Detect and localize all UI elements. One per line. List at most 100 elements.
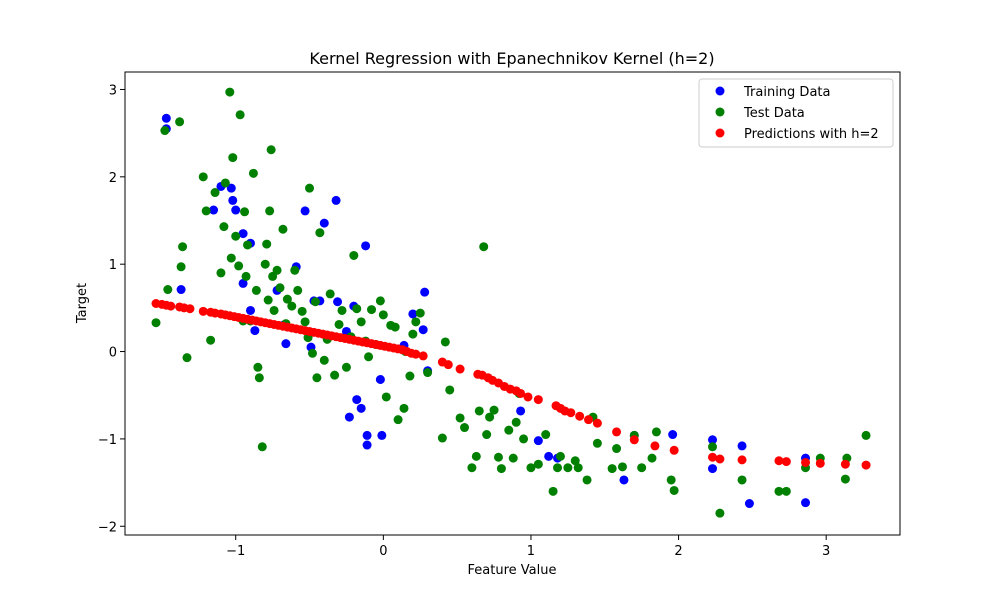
series-2 [151,299,871,470]
data-point [269,305,279,315]
chart-title: Kernel Regression with Epanechnikov Kern… [309,49,714,68]
data-point [516,388,526,398]
data-point [160,126,170,136]
data-point [511,417,521,427]
data-point [570,456,580,466]
data-point [220,178,230,188]
data-point [278,224,288,234]
data-point [541,430,551,440]
x-tick-label: 0 [379,544,387,559]
data-point [840,474,850,484]
data-point [861,460,871,470]
legend-box [698,78,894,148]
data-point [352,395,362,405]
data-point [519,434,529,444]
data-point [774,486,784,496]
data-point [715,508,725,518]
data-point [228,153,238,163]
data-point [151,318,161,328]
data-point [364,352,374,362]
data-point [708,435,718,445]
data-point [415,308,425,318]
data-point [669,485,679,495]
legend-label: Test Data [743,106,805,121]
data-point [650,441,660,451]
data-point [282,294,292,304]
data-point [356,403,366,413]
x-tick-label: 3 [822,544,830,559]
data-point [651,427,661,437]
data-point [390,322,400,332]
data-point [781,457,791,467]
data-point [533,459,543,469]
data-point [375,296,385,306]
data-point [861,430,871,440]
y-axis: −2 −1 0 1 2 3 [98,83,125,535]
data-point [516,406,526,416]
data-point [175,117,185,127]
data-point [708,442,718,452]
data-point [418,325,428,335]
data-point [250,326,260,336]
y-tick-label: 0 [109,346,117,361]
data-point [234,261,244,271]
data-point [815,458,825,468]
data-point [504,425,514,435]
data-point [260,259,270,269]
data-point [482,430,492,440]
data-point [455,413,465,423]
data-point [297,306,307,316]
data-point [185,304,195,314]
data-point [238,278,248,288]
data-point [408,329,418,339]
data-point [290,265,300,275]
data-point [408,309,418,319]
data-point [319,218,329,228]
data-point [216,268,226,278]
data-point [467,463,477,473]
data-point [801,457,811,467]
data-point [612,444,622,454]
data-point [526,463,536,473]
data-point [493,452,503,462]
data-point [243,240,253,250]
data-point [262,239,272,249]
data-point [241,271,251,281]
data-point [573,463,583,473]
data-point [341,362,351,372]
data-point [437,433,447,443]
data-point [182,353,192,363]
data-point [334,319,344,329]
data-point [801,498,811,508]
data-point [555,451,565,461]
x-axis-label: Feature Value [468,563,557,578]
data-point [361,241,371,251]
data-point [471,451,481,461]
data-point [612,427,622,437]
data-point [248,168,258,178]
data-point [485,412,495,422]
data-point [305,183,315,193]
data-point [544,451,554,461]
data-point [198,306,208,316]
legend-marker [715,86,725,96]
data-point [443,360,453,370]
data-point [344,412,354,422]
data-point [210,188,220,198]
data-point [226,183,236,193]
data-point [375,375,385,385]
data-point [637,463,647,473]
data-point [508,453,518,463]
data-point [840,459,850,469]
data-point [161,113,171,123]
data-point [411,317,421,327]
data-point [584,415,594,425]
data-point [228,195,238,205]
data-point [331,195,341,205]
data-point [774,456,784,466]
data-point [293,285,303,295]
data-point [310,297,320,307]
data-point [176,285,186,295]
data-point [312,373,322,383]
